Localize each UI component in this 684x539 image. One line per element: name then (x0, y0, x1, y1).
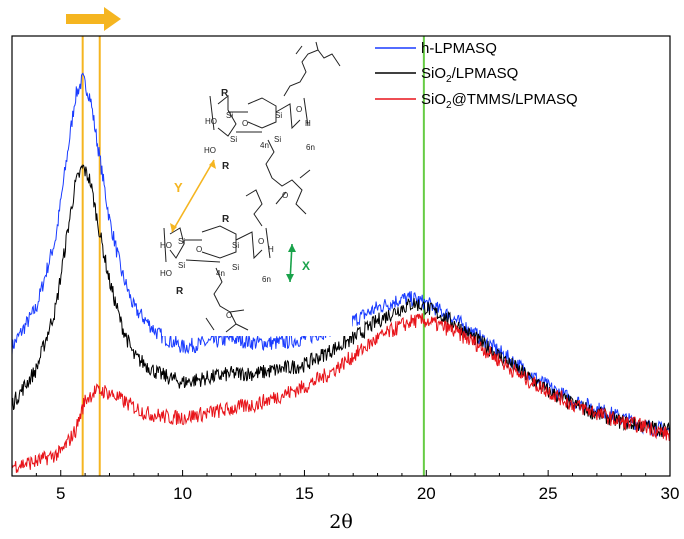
x-tick-label-5: 5 (56, 484, 65, 503)
svg-text:6n: 6n (262, 275, 271, 284)
svg-text:4n: 4n (216, 269, 225, 278)
svg-text:R: R (176, 286, 184, 297)
legend: h-LPMASQ SiO2/LPMASQ SiO2@TMMS/LPMASQ (375, 40, 578, 111)
svg-text:HO: HO (205, 117, 217, 126)
x-axis-title: 2θ (329, 511, 353, 533)
svg-text:O: O (226, 311, 232, 320)
svg-text:6n: 6n (306, 143, 315, 152)
y-spacing-label: Y (174, 180, 183, 195)
plot-frame (11, 35, 671, 477)
svg-text:H: H (268, 245, 274, 254)
legend-label-sio2-lpmasq: SiO2/LPMASQ (421, 65, 518, 85)
shift-arrow (66, 7, 121, 31)
svg-text:Si: Si (232, 263, 239, 272)
svg-text:Si: Si (274, 135, 281, 144)
svg-text:Si: Si (226, 111, 233, 120)
x-tick-label-25: 25 (539, 484, 558, 503)
svg-text:HO: HO (160, 269, 172, 278)
legend-label-sio2-tmms-lpmasq: SiO2@TMMS/LPMASQ (421, 91, 578, 111)
x-tick-label-10: 10 (173, 484, 192, 503)
svg-text:Si: Si (230, 135, 237, 144)
x-spacing-annotation: X (286, 243, 310, 283)
chemical-structure-inset: R HO Si O Si Si Si O H 4n 6n HO R O R HO… (160, 38, 352, 336)
y-spacing-annotation: Y (170, 159, 216, 233)
svg-text:R: R (221, 88, 229, 99)
svg-text:R: R (222, 161, 230, 172)
x-tick-label-30: 30 (661, 484, 680, 503)
svg-text:O: O (296, 105, 302, 114)
plot-area (11, 36, 671, 476)
x-tick-label-20: 20 (417, 484, 436, 503)
svg-text:HO: HO (160, 241, 172, 250)
svg-text:O: O (282, 191, 288, 200)
svg-text:H: H (305, 119, 311, 128)
svg-text:O: O (196, 245, 202, 254)
svg-text:O: O (242, 119, 248, 128)
svg-text:Si: Si (178, 237, 185, 246)
x-spacing-label: X (302, 259, 310, 273)
structure-bonds (163, 41, 341, 333)
svg-text:R: R (222, 214, 230, 225)
svg-text:Si: Si (275, 111, 282, 120)
structure-atom-labels: R HO Si O Si Si Si O H 4n 6n HO R O R HO… (160, 88, 315, 320)
legend-label-h-lpmasq: h-LPMASQ (421, 40, 497, 57)
svg-text:Si: Si (232, 241, 239, 250)
svg-text:Si: Si (178, 261, 185, 270)
x-axis-ticks: 5 10 15 20 25 30 (35, 470, 680, 503)
series-line-2 (11, 313, 671, 474)
x-tick-label-15: 15 (295, 484, 314, 503)
structure-background (162, 38, 352, 336)
svg-text:O: O (258, 237, 264, 246)
svg-text:HO: HO (204, 146, 216, 155)
svg-text:4n: 4n (260, 141, 269, 150)
